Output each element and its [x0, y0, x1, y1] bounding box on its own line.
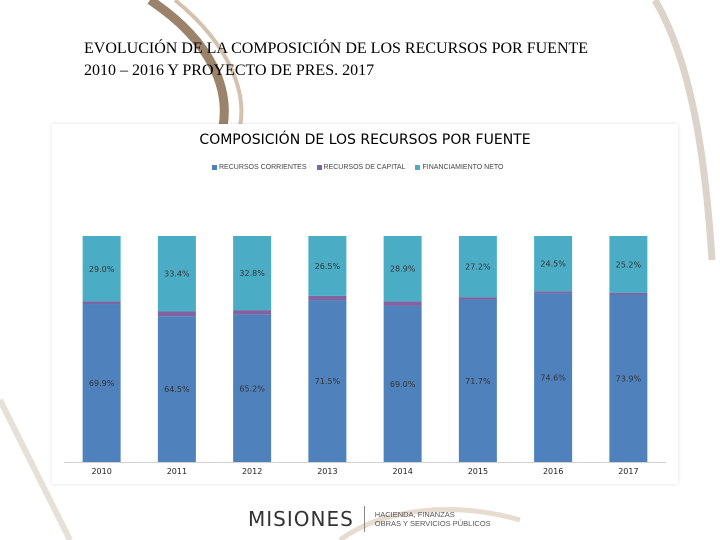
data-label-financiamiento-neto-2014: 28.9%	[390, 265, 416, 274]
footer: MISIONES HACIENDA, FINANZAS OBRAS Y SERV…	[248, 506, 491, 532]
data-label-recursos-corrientes-2016: 74.6%	[540, 374, 566, 383]
ministry-name: HACIENDA, FINANZAS OBRAS Y SERVICIOS PÚB…	[375, 510, 491, 528]
legend-item-recursos-corrientes: RECURSOS CORRIENTES	[212, 164, 307, 171]
data-label-recursos-corrientes-2012: 65.2%	[239, 384, 265, 393]
data-label-financiamiento-neto-2015: 27.2%	[465, 263, 491, 272]
bar-recursos-corrientes-2017	[609, 294, 648, 462]
x-tick-label-2011: 2011	[167, 467, 187, 476]
bar-recursos-de-capital-2016	[534, 291, 573, 294]
slide-title: EVOLUCIÓN DE LA COMPOSICIÓN DE LOS RECUR…	[84, 38, 684, 82]
bar-financiamiento-neto-2012	[233, 236, 272, 311]
bar-recursos-de-capital-2014	[383, 301, 422, 306]
bar-financiamiento-neto-2016	[534, 236, 573, 292]
data-label-financiamiento-neto-2010: 29.0%	[89, 265, 115, 274]
bar-recursos-de-capital-2013	[308, 295, 347, 301]
misiones-logo: MISIONES	[248, 507, 354, 531]
bar-recursos-de-capital-2011	[157, 311, 196, 317]
bar-recursos-de-capital-2015	[458, 297, 497, 300]
data-label-recursos-corrientes-2011: 64.5%	[164, 385, 190, 394]
bar-financiamiento-neto-2011	[157, 236, 196, 312]
legend-item-financiamiento-neto: FINANCIAMIENTO NETO	[415, 164, 504, 171]
x-tick-label-2010: 2010	[91, 467, 111, 476]
chart-title: COMPOSICIÓN DE LOS RECURSOS POR FUENTE	[199, 132, 531, 148]
chart-panel: COMPOSICIÓN DE LOS RECURSOS POR FUENTE R…	[52, 124, 678, 484]
data-label-recursos-corrientes-2013: 71.5%	[315, 377, 341, 386]
bar-recursos-corrientes-2012	[233, 314, 272, 462]
x-tick-label-2014: 2014	[392, 467, 412, 476]
bar-recursos-corrientes-2010	[82, 304, 121, 462]
bar-recursos-corrientes-2015	[458, 299, 497, 462]
slide-title-line-2: 2010 – 2016 Y PROYECTO DE PRES. 2017	[84, 62, 375, 79]
x-tick-label-2013: 2013	[317, 467, 337, 476]
bar-recursos-corrientes-2016	[534, 293, 573, 462]
bar-recursos-corrientes-2014	[383, 305, 422, 462]
footer-divider	[363, 506, 365, 532]
bar-recursos-de-capital-2010	[82, 301, 121, 305]
data-label-financiamiento-neto-2017: 25.2%	[616, 260, 642, 269]
legend-label-financiamiento-neto: FINANCIAMIENTO NETO	[422, 164, 504, 171]
data-label-recursos-corrientes-2015: 71.7%	[465, 377, 491, 386]
legend-label-recursos-corrientes: RECURSOS CORRIENTES	[219, 164, 307, 171]
bar-financiamiento-neto-2014	[383, 236, 422, 302]
slide-title-line-1: EVOLUCIÓN DE LA COMPOSICIÓN DE LOS RECUR…	[84, 40, 589, 57]
data-label-recursos-corrientes-2017: 73.9%	[616, 374, 642, 383]
legend-swatch-recursos-de-capital	[316, 165, 322, 170]
x-tick-label-2017: 2017	[618, 467, 638, 476]
bar-recursos-de-capital-2017	[609, 292, 648, 295]
data-label-financiamiento-neto-2011: 33.4%	[164, 270, 190, 279]
bar-financiamiento-neto-2015	[458, 236, 497, 298]
data-label-recursos-corrientes-2014: 69.0%	[390, 380, 416, 389]
legend-item-recursos-de-capital: RECURSOS DE CAPITAL	[316, 164, 406, 171]
ministry-line-1: HACIENDA, FINANZAS	[374, 510, 455, 519]
bar-financiamiento-neto-2010	[82, 236, 121, 302]
x-tick-label-2012: 2012	[242, 467, 262, 476]
x-tick-label-2015: 2015	[468, 467, 488, 476]
data-label-financiamiento-neto-2013: 26.5%	[315, 262, 341, 271]
legend-label-recursos-de-capital: RECURSOS DE CAPITAL	[323, 164, 406, 171]
data-label-recursos-corrientes-2010: 69.9%	[89, 379, 115, 388]
legend-swatch-recursos-corrientes	[212, 165, 217, 170]
x-tick-label-2016: 2016	[543, 467, 563, 476]
ministry-line-2: OBRAS Y SERVICIOS PÚBLICOS	[374, 519, 491, 528]
chart-legend: RECURSOS CORRIENTES RECURSOS DE CAPITAL …	[212, 164, 504, 171]
data-label-financiamiento-neto-2012: 32.8%	[239, 269, 265, 278]
bar-financiamiento-neto-2017	[609, 236, 648, 293]
bar-recursos-corrientes-2013	[308, 300, 347, 462]
bar-recursos-corrientes-2011	[157, 316, 196, 462]
legend-swatch-financiamiento-neto	[415, 165, 421, 170]
bar-recursos-de-capital-2012	[233, 310, 272, 315]
stacked-bar-chart: 69.9%1.1%29.0%201064.5%2.1%33.4%201165.2…	[64, 236, 666, 476]
bar-financiamiento-neto-2013	[308, 236, 347, 296]
data-label-financiamiento-neto-2016: 24.5%	[540, 260, 566, 269]
